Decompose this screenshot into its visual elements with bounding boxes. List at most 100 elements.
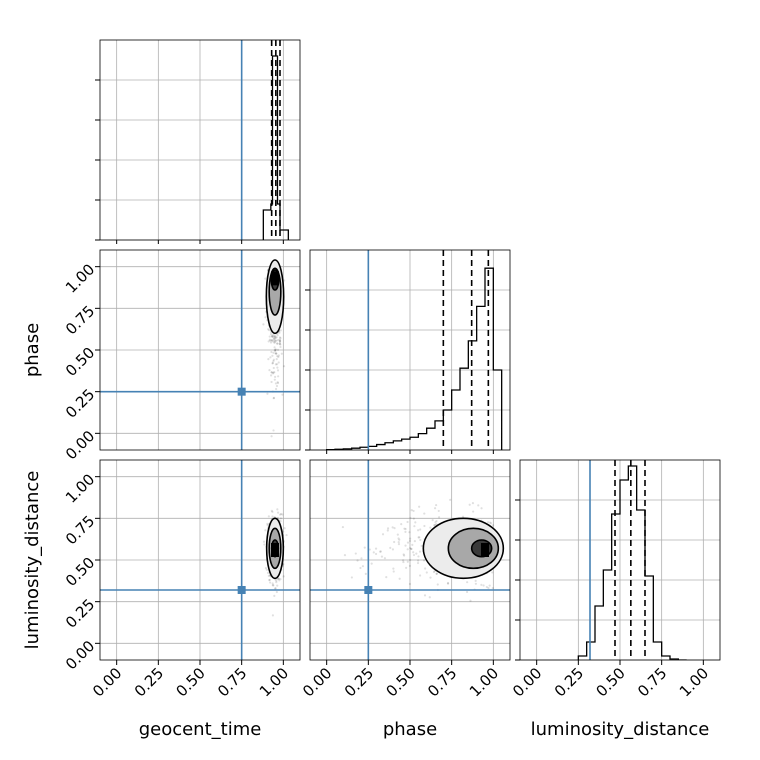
sample-point [412,517,415,520]
sample-point [273,378,276,381]
sample-point [403,554,406,557]
sample-point [282,365,286,368]
sample-point [271,361,274,365]
sample-point [272,366,275,370]
sample-point [277,375,280,378]
sample-point [409,516,412,520]
sample-point [433,507,437,510]
contour-line [268,527,282,570]
sample-point [471,502,475,505]
sample-point [279,519,282,523]
sample-point [271,614,274,617]
xtick-label: 1.00 [676,664,712,700]
sample-point [446,582,450,585]
density-maps [266,260,504,579]
sample-point [275,339,278,342]
contour-line [268,267,282,316]
contour-line [422,517,505,580]
sample-point [270,371,273,374]
sample-point [428,596,431,599]
sample-point [272,338,275,341]
xtick-label: 1.00 [466,664,502,700]
sample-point [374,547,378,550]
sample-point [406,541,410,544]
xtick-label: 0.25 [341,664,377,700]
sample-point [272,340,275,343]
sample-point [398,538,401,541]
sample-point [276,342,279,345]
sample-point [266,392,269,395]
xlabel-geocent-time: geocent_time [139,719,262,740]
sample-point [274,352,277,355]
sample-point [423,524,426,528]
density-peak [271,543,279,557]
sample-point [273,594,276,597]
xtick-label: 0.00 [89,664,125,700]
sample-point [277,354,280,357]
sample-point [275,363,279,366]
sample-point [437,516,441,519]
sample-point [272,335,275,338]
xtick-label: 0.25 [131,664,167,700]
sample-point [404,527,407,531]
sample-point [279,329,282,332]
sample-point [402,560,405,564]
sample-point [278,340,282,343]
sample-point [492,524,495,527]
sample-point [383,557,387,560]
sample-point [420,544,423,548]
sample-point [417,555,420,558]
ytick-label: 0.75 [62,512,98,548]
sample-point [419,528,422,531]
sample-point [272,336,275,339]
sample-point [276,584,279,587]
sample-point [278,579,281,582]
sample-point [274,335,277,338]
contour-line [265,259,285,335]
sample-point [279,577,282,581]
sample-point [424,567,427,570]
sample-point [404,544,407,547]
sample-point [276,381,280,385]
sample-point [446,581,450,585]
sample-point [488,521,492,524]
sample-point [480,583,483,586]
xtick-label: 0.50 [172,664,208,700]
sample-point [271,335,274,338]
sample-point [276,348,280,351]
histogram-luminosity_distance [577,465,687,660]
sample-point [264,566,268,570]
sample-point [275,384,279,388]
sample-point [271,515,274,518]
sample-point [474,579,477,582]
sample-point [270,334,274,337]
sample-point [433,524,436,527]
sample-point [274,352,278,355]
sample-point [361,565,365,568]
sample-point [404,530,407,533]
sample-point [274,375,277,378]
sample-point [264,529,267,532]
contour-line [265,517,285,580]
xtick-label: 0.50 [592,664,628,700]
sample-point [418,536,421,539]
sample-point [397,540,400,544]
ylabel-phase: phase [22,323,43,377]
sample-point [270,339,273,342]
sample-point [272,351,275,354]
ytick-label: 0.25 [62,385,98,421]
sample-point [267,358,270,361]
sample-point [363,546,366,549]
sample-point [283,279,286,282]
sample-point [341,525,345,529]
sample-point [422,559,426,562]
xtick-label: 0.25 [551,664,587,700]
sample-point [269,374,273,377]
density-peak [481,543,489,557]
sample-point [354,552,357,555]
sample-point [276,354,279,358]
sample-point [410,508,413,512]
sample-point [396,533,399,536]
sample-point [374,552,378,556]
truth-lines [100,40,591,660]
